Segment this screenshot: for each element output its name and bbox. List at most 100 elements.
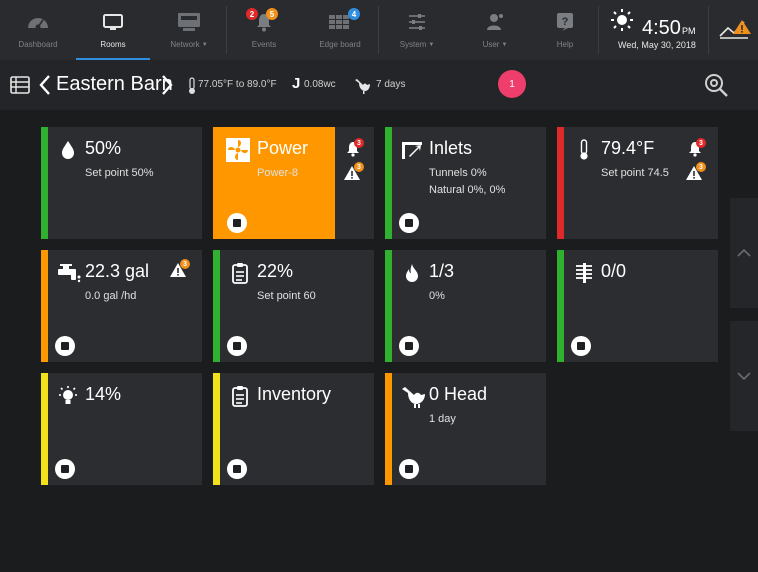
nav-label: Dashboard [18, 40, 58, 49]
tile-feed[interactable]: 22% Set point 60 [213, 250, 374, 362]
chicken-icon [354, 76, 372, 94]
stop-button[interactable] [55, 459, 75, 479]
room-header: Eastern Barn 77.05°F to 89.0°F J 0.08wc … [0, 60, 758, 110]
next-room-icon[interactable] [160, 74, 174, 96]
sun-icon [610, 8, 634, 32]
chicken-icon [401, 385, 427, 408]
tile-lights[interactable]: 14% [41, 373, 202, 485]
events-warning-badge: 5 [266, 8, 278, 20]
tile-value: 0/0 [601, 261, 627, 281]
tile-value: 14% [85, 384, 122, 404]
power-alerts-panel: 3 3 [335, 127, 374, 239]
stop-button[interactable] [227, 336, 247, 356]
nav-rooms[interactable]: Rooms [76, 0, 150, 60]
status-bar [557, 250, 564, 362]
tile-inlets[interactable]: Inlets Tunnels 0% Natural 0%, 0% [385, 127, 546, 239]
tile-heaters[interactable]: 1/3 0% [385, 250, 546, 362]
tile-birds[interactable]: 0 Head 1 day [385, 373, 546, 485]
nav-help[interactable]: ? Help [540, 0, 590, 60]
stop-button[interactable] [399, 213, 419, 233]
warning-badge: 3 [354, 162, 364, 172]
status-bar [213, 373, 220, 485]
tile-subtext: 0% [429, 290, 445, 302]
nav-label: Network ▼ [170, 40, 208, 49]
temperature-range: 77.05°F to 89.0°F [198, 79, 277, 90]
caret-down-icon: ▼ [428, 41, 435, 48]
alarm-badge: 3 [696, 138, 706, 148]
scroll-down-button[interactable] [730, 321, 758, 431]
nav-system[interactable]: System ▼ [388, 0, 446, 60]
network-icon [175, 10, 203, 34]
caret-down-icon: ▼ [501, 41, 508, 48]
nav-separator [226, 6, 227, 54]
nav-label: Events [251, 40, 277, 49]
user-icon [481, 10, 509, 34]
nav-dashboard[interactable]: Dashboard [8, 0, 68, 60]
bird-age: 7 days [376, 79, 406, 90]
gauge-icon [24, 10, 52, 34]
chevron-down-icon [737, 372, 751, 381]
nav-label: User ▼ [482, 40, 508, 49]
warning-icon[interactable]: 3 [343, 162, 365, 185]
status-bar [385, 127, 392, 239]
tile-subtext: 1 day [429, 413, 456, 425]
tile-value: Power [257, 138, 309, 158]
inlet-icon [401, 139, 423, 161]
tile-temperature[interactable]: 79.4°F Set point 74.5 3 3 [557, 127, 718, 239]
light-bulb-icon [57, 385, 79, 407]
tile-inventory[interactable]: Inventory [213, 373, 374, 485]
stop-button[interactable] [399, 336, 419, 356]
trend-alert-button[interactable] [718, 16, 752, 42]
room-title: Eastern Barn [56, 73, 173, 95]
status-bar [213, 250, 220, 362]
tile-power[interactable]: Power Power-8 3 3 [213, 127, 374, 239]
stop-button[interactable] [55, 336, 75, 356]
status-bar [41, 250, 48, 362]
status-bar [41, 373, 48, 485]
clock-date: Wed, May 30, 2018 [618, 40, 696, 50]
stop-button[interactable] [571, 336, 591, 356]
nav-network[interactable]: Network ▼ [160, 0, 218, 60]
nav-user[interactable]: User ▼ [470, 0, 520, 60]
clipboard-icon [229, 262, 251, 284]
stop-button[interactable] [227, 459, 247, 479]
nav-edge-board[interactable]: 4 Edge board [306, 0, 374, 60]
active-tab-indicator [76, 58, 150, 60]
tile-humidity[interactable]: 50% Set point 50% [41, 127, 202, 239]
stop-button[interactable] [227, 213, 247, 233]
warning-icon[interactable]: 3 [169, 259, 191, 282]
room-list-icon[interactable] [10, 76, 30, 94]
bell-icon[interactable]: 3 [687, 138, 709, 161]
thermometer-icon [187, 77, 197, 95]
nav-separator [708, 6, 709, 54]
water-tap-icon [57, 262, 83, 284]
tile-setpoint: Set point 50% [85, 167, 154, 179]
status-bar [557, 127, 564, 239]
status-bar [41, 127, 48, 239]
heater-icon [573, 262, 595, 284]
bell-icon[interactable]: 3 [345, 138, 367, 161]
nav-label: Edge board [319, 40, 361, 49]
edge-board-badge: 4 [348, 8, 360, 20]
nav-events[interactable]: 2 5 Events [234, 0, 294, 60]
status-bar [385, 373, 392, 485]
water-drop-icon [57, 139, 79, 161]
status-bar [385, 250, 392, 362]
tile-value: Inventory [257, 384, 332, 404]
top-nav: Dashboard Rooms Network ▼ 2 5 Events [0, 0, 758, 60]
room-alert-count[interactable]: 1 [498, 70, 526, 98]
clock-panel: 4:50PM Wed, May 30, 2018 [600, 0, 706, 60]
previous-room-icon[interactable] [38, 74, 52, 96]
scroll-up-button[interactable] [730, 198, 758, 308]
clipboard-icon [229, 385, 251, 407]
stop-button[interactable] [399, 459, 419, 479]
warning-icon[interactable]: 3 [685, 162, 707, 185]
tile-water[interactable]: 22.3 gal 0.0 gal /hd 3 [41, 250, 202, 362]
trend-warning-icon [719, 20, 751, 39]
svg-text:?: ? [562, 16, 569, 28]
warning-badge: 3 [180, 259, 190, 269]
search-settings-icon[interactable] [703, 72, 729, 98]
chevron-up-icon [737, 248, 751, 257]
warning-badge: 3 [696, 162, 706, 172]
tile-radiant-heaters[interactable]: 0/0 [557, 250, 718, 362]
